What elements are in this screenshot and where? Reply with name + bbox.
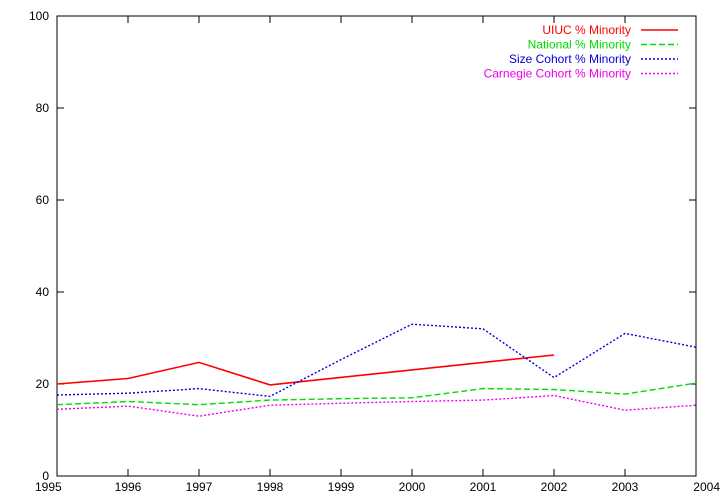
x-tick-label: 1998 bbox=[257, 480, 284, 494]
x-tick-label: 1997 bbox=[186, 480, 213, 494]
y-tick-label: 40 bbox=[36, 285, 50, 299]
plot-axes: 0 20 40 60 80 100 1995 1996 1997 1998 1999 2000 2001… bbox=[29, 9, 720, 494]
legend-label: National % Minority bbox=[528, 38, 631, 52]
series-line-1 bbox=[56, 354, 555, 386]
legend-label: UIUC % Minority bbox=[542, 23, 631, 37]
y-tick-label: 100 bbox=[29, 9, 49, 23]
x-tick-label: 2003 bbox=[612, 480, 639, 494]
y-tick-label: 0 bbox=[42, 469, 49, 483]
legend-label: Carnegie Cohort % Minority bbox=[484, 67, 631, 81]
y-tick-label: 20 bbox=[36, 377, 50, 391]
series-line-4 bbox=[56, 394, 697, 417]
y-tick-label: 80 bbox=[36, 101, 50, 115]
legend-label: Size Cohort % Minority bbox=[509, 52, 631, 66]
x-tick-label: 1996 bbox=[115, 480, 142, 494]
series-line-3 bbox=[56, 323, 697, 398]
y-tick-label: 60 bbox=[36, 193, 50, 207]
x-tick-label: 2002 bbox=[541, 480, 568, 494]
x-tick-label: 2001 bbox=[470, 480, 497, 494]
x-tick-label: 1995 bbox=[35, 480, 62, 494]
x-tick-label: 2004 bbox=[693, 480, 720, 494]
series-layer bbox=[56, 323, 697, 417]
x-tick-label: 1999 bbox=[328, 480, 355, 494]
plot-frame bbox=[56, 15, 697, 477]
x-tick-label: 2000 bbox=[399, 480, 426, 494]
series-line-2 bbox=[56, 382, 697, 406]
